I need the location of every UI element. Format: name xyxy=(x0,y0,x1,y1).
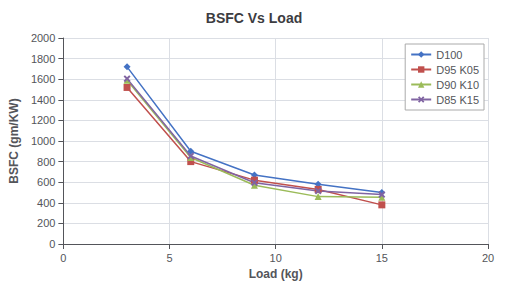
svg-text:5: 5 xyxy=(166,252,172,264)
svg-text:20: 20 xyxy=(482,252,494,264)
svg-text:2000: 2000 xyxy=(31,32,55,44)
svg-text:600: 600 xyxy=(37,176,55,188)
svg-text:D95 K05: D95 K05 xyxy=(436,64,479,76)
svg-text:1400: 1400 xyxy=(31,94,55,106)
svg-text:BSFC Vs Load: BSFC Vs Load xyxy=(206,10,302,26)
svg-text:0: 0 xyxy=(49,238,55,250)
svg-text:400: 400 xyxy=(37,197,55,209)
svg-text:BSFC (gm/KW): BSFC (gm/KW) xyxy=(7,98,21,183)
svg-text:1800: 1800 xyxy=(31,53,55,65)
svg-text:1200: 1200 xyxy=(31,114,55,126)
svg-text:15: 15 xyxy=(376,252,388,264)
svg-text:D85 K15: D85 K15 xyxy=(436,94,479,106)
svg-text:1000: 1000 xyxy=(31,135,55,147)
svg-text:Load (kg): Load (kg) xyxy=(249,267,303,281)
svg-text:200: 200 xyxy=(37,217,55,229)
svg-text:D100: D100 xyxy=(436,49,462,61)
svg-text:800: 800 xyxy=(37,156,55,168)
svg-text:0: 0 xyxy=(60,252,66,264)
svg-text:D90 K10: D90 K10 xyxy=(436,79,479,91)
svg-text:1600: 1600 xyxy=(31,73,55,85)
svg-text:10: 10 xyxy=(270,252,282,264)
